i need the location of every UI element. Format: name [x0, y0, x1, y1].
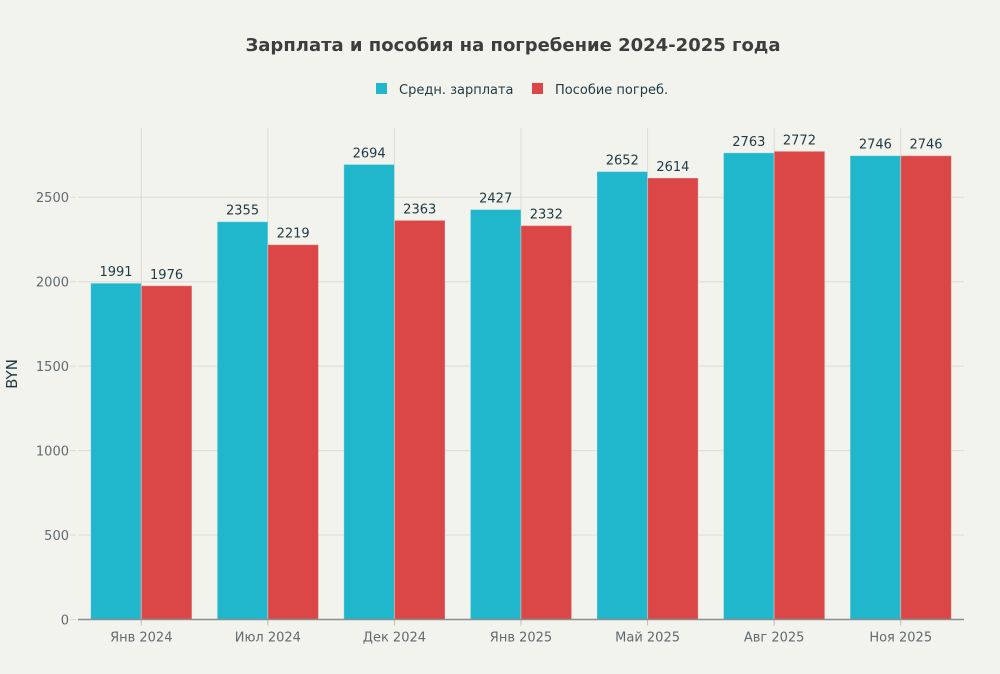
data-label: 2763: [732, 135, 765, 150]
chart-title: Зарплата и пособия на погребение 2024-20…: [246, 35, 781, 56]
bar-allowance: [647, 177, 699, 620]
data-label: 1991: [99, 265, 132, 280]
axes: 0 500 1000 1500 2000 2500 Янв 2024 Июл 2024 Дек …: [36, 191, 964, 646]
bar-allowance: [140, 285, 193, 620]
data-label: 2652: [606, 154, 639, 169]
bar-salary: [849, 155, 902, 621]
data-label: 2614: [656, 160, 689, 175]
x-tick-label: Авг 2025: [744, 631, 805, 646]
bar-salary: [90, 282, 142, 620]
bar-allowance: [773, 150, 826, 620]
bar-allowance: [900, 155, 952, 621]
legend-swatch: [532, 83, 543, 94]
data-label: 2332: [530, 208, 563, 223]
data-label: 2772: [783, 133, 816, 148]
data-label: 1976: [150, 268, 183, 283]
bars: 1991 2355 2694 2427 2652 2763 2746 1976 2219 2363…: [90, 133, 952, 621]
x-tick-label: Июл 2024: [235, 631, 301, 646]
y-tick-label: 0: [61, 614, 69, 629]
bar-allowance: [267, 244, 319, 620]
y-tick-label: 1500: [36, 360, 69, 375]
legend-label: Пособие погреб.: [555, 83, 668, 98]
data-label: 2427: [479, 192, 512, 207]
x-tick-label: Дек 2024: [363, 631, 426, 646]
y-tick-label: 1000: [36, 445, 69, 460]
data-label: 2363: [403, 202, 436, 217]
bar-salary: [216, 221, 269, 620]
y-axis-label: BYN: [3, 359, 21, 389]
x-tick-label: Ноя 2025: [869, 631, 932, 646]
legend-label: Средн. зарплата: [399, 83, 514, 98]
x-tick-label: Май 2025: [615, 631, 680, 646]
data-label: 2746: [859, 138, 892, 153]
x-tick-label: Янв 2024: [110, 631, 172, 646]
bar-allowance: [520, 225, 573, 621]
y-tick-label: 2000: [36, 276, 69, 291]
y-tick-label: 500: [44, 529, 69, 544]
x-tick-label: Янв 2025: [490, 631, 552, 646]
data-label: 2219: [277, 227, 310, 242]
bar-allowance: [393, 219, 446, 620]
y-tick-label: 2500: [36, 191, 69, 206]
bar-salary: [343, 163, 395, 620]
data-label: 2694: [353, 146, 386, 161]
bar-salary: [469, 209, 522, 621]
legend-swatch: [376, 83, 387, 94]
data-label: 2746: [909, 138, 942, 153]
legend: Средн. зарплата Пособие погреб.: [376, 83, 668, 98]
bar-salary: [596, 171, 649, 620]
bar-salary: [723, 152, 775, 621]
data-label: 2355: [226, 204, 259, 219]
